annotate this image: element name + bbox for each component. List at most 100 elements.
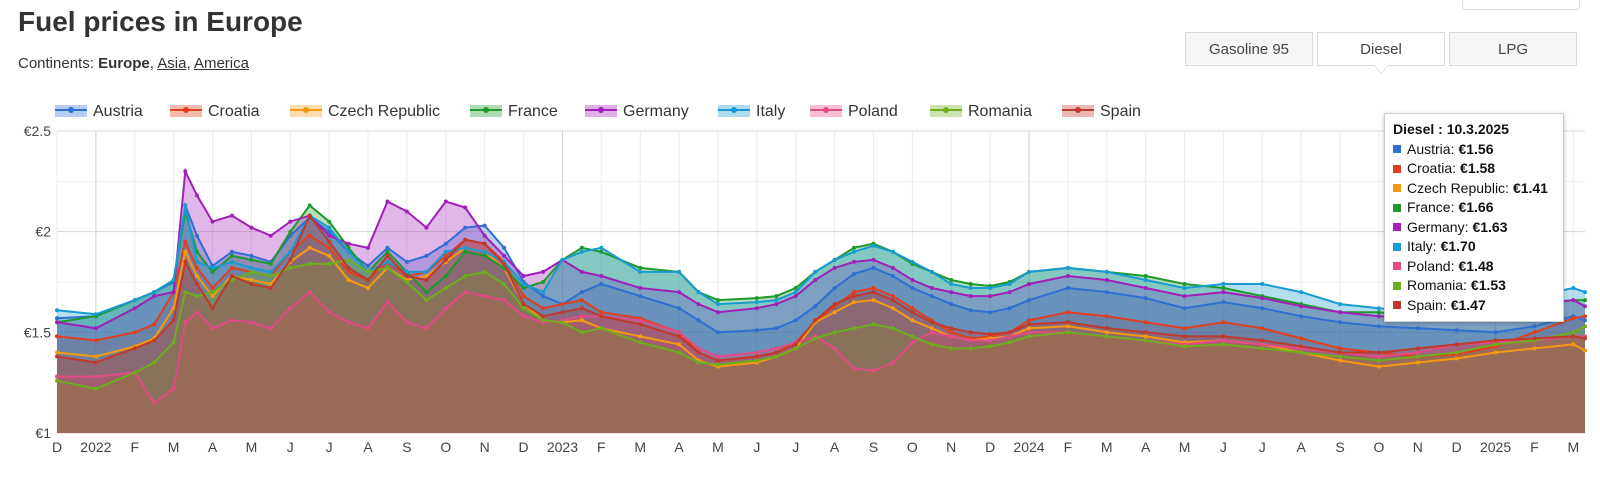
series-point — [1583, 336, 1587, 341]
legend-label: Spain — [1100, 103, 1141, 120]
series-point — [638, 322, 643, 327]
series-point — [249, 269, 254, 274]
tooltip-value: €1.56 — [1458, 140, 1494, 157]
series-point — [1299, 344, 1304, 349]
legend-marker-icon — [303, 107, 309, 113]
series-point — [346, 278, 351, 282]
series-point — [716, 362, 720, 367]
series-point — [1376, 364, 1381, 369]
series-point — [1532, 346, 1537, 351]
series-point — [793, 342, 798, 347]
series-point — [696, 360, 701, 365]
legend-label: Croatia — [208, 103, 260, 120]
tab-diesel[interactable]: Diesel — [1317, 32, 1445, 74]
series-point — [949, 278, 954, 282]
continent-selector: Continents: Europe, Asia, America — [18, 55, 249, 72]
series-point — [1182, 294, 1187, 299]
series-area — [57, 292, 1585, 433]
series-point — [482, 233, 487, 238]
series-area — [57, 259, 1585, 433]
legend-marker-icon — [1075, 107, 1081, 113]
series-point — [424, 253, 429, 258]
tooltip-row: Italy: €1.70 — [1393, 237, 1555, 257]
series-point — [482, 249, 487, 254]
series-point — [210, 219, 215, 224]
series-point — [988, 338, 993, 343]
series-area — [57, 215, 1585, 433]
series-point — [1104, 269, 1109, 274]
x-tick-label: N — [1413, 439, 1423, 455]
x-tick-label: J — [326, 439, 333, 455]
series-point — [910, 318, 915, 323]
series-point — [463, 225, 468, 230]
series-point — [599, 245, 604, 250]
series-point — [716, 330, 720, 335]
x-tick-label: M — [1568, 439, 1580, 455]
series-point — [541, 280, 545, 284]
series-point — [716, 358, 720, 363]
series-point — [132, 346, 137, 351]
series-point — [327, 219, 332, 224]
series-point — [1065, 286, 1070, 290]
series-point — [152, 400, 157, 405]
tooltip-country: Austria: — [1407, 140, 1455, 157]
series-point — [327, 253, 332, 258]
series-point — [1299, 304, 1304, 309]
series-point — [1221, 300, 1226, 305]
series-point — [183, 203, 188, 208]
x-tick-label: J — [1220, 439, 1227, 455]
series-point — [171, 290, 176, 295]
series-point — [183, 259, 188, 264]
series-point — [171, 318, 176, 323]
series-point — [754, 300, 759, 305]
series-point — [55, 308, 59, 313]
series-point — [249, 225, 254, 230]
series-line — [56, 213, 1586, 364]
series-point — [793, 294, 798, 299]
series-point — [210, 265, 215, 270]
series-point — [385, 300, 390, 305]
continent-asia-link[interactable]: Asia — [157, 55, 187, 72]
series-point — [195, 294, 199, 299]
tooltip-row: Germany: €1.63 — [1393, 218, 1555, 238]
series-point — [307, 245, 312, 250]
tooltip-country: Germany: — [1407, 218, 1469, 235]
series-point — [132, 306, 137, 311]
tab-gasoline-95[interactable]: Gasoline 95 — [1185, 32, 1313, 66]
tooltip-value: €1.48 — [1458, 257, 1494, 274]
series-point — [871, 322, 876, 327]
series-point — [832, 346, 837, 351]
series-point — [1493, 350, 1498, 355]
series-point — [1583, 324, 1587, 329]
top-menu-button[interactable] — [1462, 0, 1580, 10]
series-point — [871, 368, 876, 373]
series-point — [1571, 298, 1576, 303]
series-point — [754, 306, 759, 311]
series-point — [521, 302, 526, 307]
legend-label: Poland — [848, 103, 898, 120]
series-point — [832, 302, 837, 307]
continent-europe[interactable]: Europe — [98, 55, 150, 72]
series-point — [677, 306, 682, 311]
continent-america-link[interactable]: America — [193, 55, 249, 72]
series-point — [793, 290, 798, 295]
series-point — [93, 360, 98, 365]
series-point — [210, 269, 215, 274]
series-area — [57, 235, 1585, 433]
series-point — [754, 296, 759, 301]
series-point — [1454, 328, 1459, 333]
tab-lpg[interactable]: LPG — [1449, 32, 1577, 66]
series-point — [132, 370, 137, 375]
series-point — [852, 326, 856, 331]
tooltip-title: Diesel : 10.3.2025 — [1393, 121, 1509, 137]
series-point — [1143, 278, 1148, 282]
series-point — [793, 286, 798, 290]
series-point — [1007, 330, 1012, 335]
x-tick-label: O — [907, 439, 918, 455]
series-point — [1007, 290, 1012, 295]
series-area — [57, 171, 1585, 434]
tooltip-value: €1.58 — [1460, 160, 1496, 176]
series-point — [1583, 290, 1587, 295]
series-point — [929, 342, 934, 347]
series-point — [93, 374, 98, 379]
